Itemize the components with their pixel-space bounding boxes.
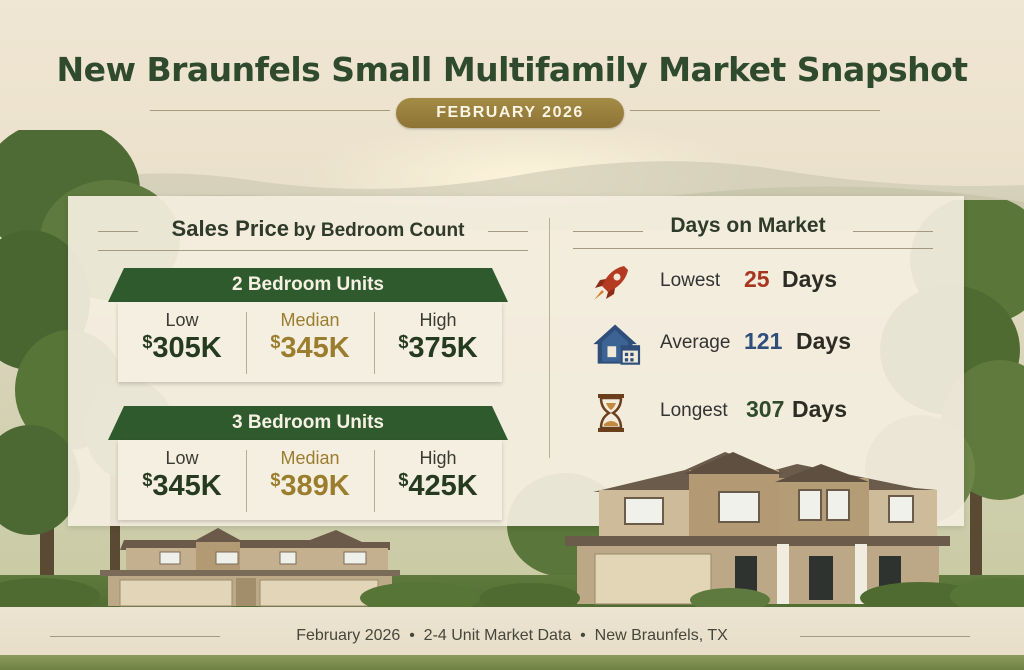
dom-number: 121 [744,328,783,354]
dom-unit: Days [782,266,837,292]
footer-rule-right [800,636,970,637]
dom-heading-rule-right [853,231,933,232]
footer-text: February 2026 • 2-4 Unit Market Data • N… [296,627,728,644]
three-bedroom-prices: Low $345K Median $389K High $425K [118,440,502,520]
month-badge: FEBRUARY 2026 [396,98,624,128]
dom-unit: Days [792,396,847,422]
two-bedroom-prices: Low $305K Median $345K High $375K [118,302,502,382]
shrubs [0,578,1024,610]
price-label: Median [280,310,340,330]
two-bedroom-median: Median $345K [246,302,374,382]
rocket-icon [594,266,628,300]
sales-price-heading: Sales Price by Bedroom Count [138,216,498,242]
currency-symbol: $ [270,470,281,490]
sales-price-heading-suffix: by Bedroom Count [293,220,465,241]
price-amount: 305K [152,332,222,364]
two-bedroom-low: Low $305K [118,302,246,382]
price-label: Median [280,448,340,468]
grass-strip [0,655,1024,670]
two-bedroom-high: High $375K [374,302,502,382]
price-amount: 345K [280,332,350,364]
dom-row-longest: Longest 307 Days [588,390,928,436]
dom-label: Longest [660,400,728,421]
three-bedroom-median: Median $389K [246,440,374,520]
price-value: $425K [374,470,502,503]
three-bedroom-banner: 3 Bedroom Units [108,406,508,440]
sales-heading-rule-left [98,231,138,232]
dom-label: Lowest [660,270,721,291]
duplex-house-illustration [100,528,400,607]
price-label: High [419,448,457,468]
dom-number: 25 [744,266,770,292]
days-on-market-heading: Days on Market [670,214,826,237]
three-bedroom-low: Low $345K [118,440,246,520]
dom-number: 307 [746,396,785,422]
hourglass-icon [598,394,624,432]
dom-row-lowest: Lowest 25 Days [588,260,928,306]
two-bedroom-banner: 2 Bedroom Units [108,268,508,302]
footer-rule-left [50,636,220,637]
three-bedroom-high: High $425K [374,440,502,520]
currency-symbol: $ [270,332,281,352]
price-amount: 375K [408,332,478,364]
price-value: $305K [118,332,246,365]
page-title: New Braunfels Small Multifamily Market S… [56,50,968,89]
currency-symbol: $ [398,470,409,490]
price-value: $375K [374,332,502,365]
price-value: $389K [246,470,374,503]
title-rule-right [630,110,880,111]
price-label: Low [165,448,199,468]
dom-heading-rule-left [573,231,643,232]
house-calendar-icon [593,324,641,365]
currency-symbol: $ [142,332,153,352]
sales-heading-rule-right [488,231,528,232]
dom-heading-underline [573,248,933,249]
dom-label: Average [660,332,731,353]
sales-heading-underline [98,250,528,251]
price-amount: 345K [152,470,222,502]
price-value: $345K [246,332,374,365]
currency-symbol: $ [398,332,409,352]
section-divider [549,218,550,458]
price-amount: 389K [280,470,350,502]
sales-price-heading-main: Sales Price [171,216,289,241]
dom-row-average: Average 121 Days [588,322,928,368]
price-amount: 425K [408,470,478,502]
dom-unit: Days [796,328,851,354]
title-rule-left [150,110,390,111]
price-value: $345K [118,470,246,503]
currency-symbol: $ [142,470,153,490]
price-label: High [419,310,457,330]
stats-panel: Sales Price by Bedroom Count 2 Bedroom U… [68,196,964,526]
price-label: Low [165,310,199,330]
